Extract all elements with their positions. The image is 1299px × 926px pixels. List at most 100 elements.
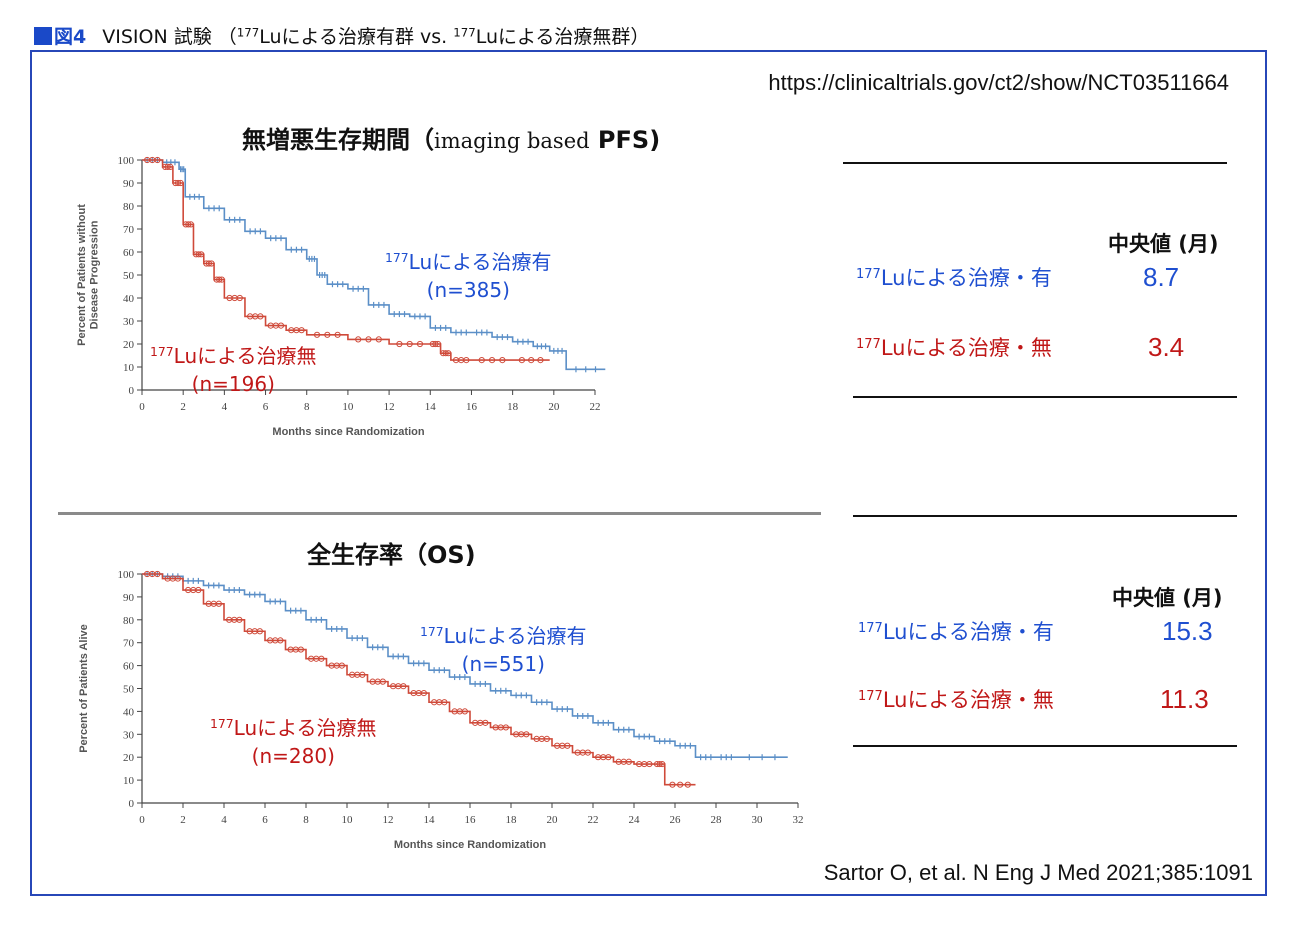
pfs-y-tick-label: 30: [123, 316, 135, 328]
pfs-censor-mark-untreated: [164, 163, 171, 170]
source-url[interactable]: https://clinicaltrials.gov/ct2/show/NCT0…: [768, 70, 1229, 95]
os-median-value-untreated: 11.3: [1160, 684, 1209, 714]
os-row2-text: Luによる治療・無: [882, 688, 1054, 712]
os-y-axis-title: Percent of Patients Alive: [78, 624, 90, 753]
os-row2-sup: 177: [858, 688, 883, 704]
os-median-value-treated: 15.3: [1162, 616, 1213, 646]
pfs-y-axis-title: Percent of Patients withoutDisease Progr…: [76, 204, 101, 346]
os-row1-text: Luによる治療・有: [882, 620, 1054, 644]
pfs-censor-mark-untreated: [257, 313, 264, 320]
pfs-censor-mark-untreated: [154, 156, 161, 164]
os-x-tick-label: 22: [588, 814, 599, 826]
os-median-row-treated: 177Luによる治療・有: [858, 616, 1054, 646]
os-censor-mark-untreated: [677, 781, 684, 788]
pfs-y-tick-label: 0: [129, 385, 135, 397]
pfs-y-tick-label: 40: [123, 293, 135, 305]
citation: Sartor O, et al. N Eng J Med 2021;385:10…: [823, 860, 1253, 885]
os-censor-mark-untreated: [669, 781, 676, 788]
os-censor-mark-untreated: [659, 760, 666, 768]
os-censor-mark-untreated: [174, 575, 181, 582]
pfs-x-tick-label: 8: [304, 401, 310, 413]
pfs-label-untreated-text: Luによる治療無: [173, 343, 317, 368]
os-label-untreated-sup: 177: [210, 716, 234, 731]
os-label-treated-text: Luによる治療有: [443, 623, 587, 648]
pfs-censor-mark-untreated: [518, 357, 526, 364]
title-mid-2: Luによる治療無群）: [475, 26, 650, 48]
pfs-censor-mark-untreated: [334, 331, 341, 338]
os-y-tick-label: 80: [123, 615, 135, 627]
pfs-x-tick-label: 22: [590, 401, 601, 413]
pfs-label-untreated: 177Luによる治療無 (n=196): [150, 338, 317, 398]
pfs-censor-mark-untreated: [236, 294, 243, 302]
os-x-tick-label: 2: [180, 814, 186, 826]
os-series-untreated-line: [142, 573, 696, 786]
os-censor-mark-untreated: [441, 699, 448, 706]
pfs-censor-mark-untreated: [499, 357, 506, 364]
os-censor-mark-untreated: [605, 754, 612, 761]
os-censor-mark-untreated: [543, 735, 550, 742]
panel-separator: [58, 512, 821, 515]
os-censor-mark-untreated: [461, 708, 468, 715]
pfs-censor-mark-untreated: [298, 327, 305, 334]
pfs-censor-mark-untreated: [198, 251, 205, 258]
pfs-series-treated-line: [142, 159, 606, 371]
pfs-median-header: 中央値 (月): [1108, 232, 1219, 256]
pfs-censor-mark-untreated: [463, 357, 470, 364]
os-title: 全生存率（OS): [307, 541, 476, 569]
pfs-censor-mark-untreated: [177, 179, 184, 187]
os-table-bottom-rule: [853, 745, 1237, 747]
pfs-row2-sup: 177: [856, 336, 881, 352]
pfs-y-tick-label: 60: [123, 247, 135, 259]
os-censor-mark-untreated: [236, 616, 243, 623]
pfs-censor-mark-untreated: [218, 276, 225, 283]
pfs-x-tick-label: 12: [384, 401, 395, 413]
pfs-censor-mark-untreated: [195, 251, 202, 258]
os-x-tick-label: 28: [711, 814, 723, 826]
os-y-tick-label: 40: [123, 706, 135, 718]
os-x-tick-label: 30: [752, 814, 764, 826]
figure-header: 図4 VISION 試験 （177Luによる治療有群 vs. 177Luによる治…: [34, 22, 649, 50]
pfs-censor-mark-untreated: [167, 163, 174, 170]
os-label-treated-sup: 177: [420, 624, 444, 639]
os-y-tick-label: 0: [129, 798, 135, 810]
pfs-table-bottom-rule: [853, 396, 1237, 398]
os-y-tick-label: 10: [123, 775, 135, 787]
os-label-treated-n: (n=551): [461, 651, 545, 676]
os-label-untreated-n: (n=280): [251, 743, 335, 768]
os-x-tick-label: 16: [465, 814, 477, 826]
pfs-censor-mark-untreated: [324, 331, 331, 338]
pfs-median-row-untreated: 177Luによる治療・無: [856, 332, 1052, 362]
blue-square-icon: [34, 27, 52, 45]
pfs-censor-mark-untreated: [216, 276, 223, 283]
pfs-y-tick-label: 90: [123, 178, 135, 190]
pfs-title-small: imaging based: [434, 129, 590, 153]
pfs-x-axis-title: Months since Randomization: [272, 426, 424, 438]
os-censor-mark-untreated: [625, 758, 632, 765]
pfs-censor-mark-untreated: [488, 357, 496, 364]
pfs-x-tick-label: 16: [466, 401, 478, 413]
os-x-tick-label: 8: [303, 814, 309, 826]
os-y-tick-label: 60: [123, 661, 135, 673]
os-x-tick-label: 26: [670, 814, 682, 826]
os-censor-mark-untreated: [195, 586, 202, 594]
os-x-tick-label: 24: [629, 814, 641, 826]
os-censor-mark-untreated: [564, 742, 571, 749]
os-label-untreated-text: Luによる治療無: [233, 715, 377, 740]
pfs-y-tick-label: 80: [123, 201, 135, 213]
pfs-censor-mark-untreated: [396, 340, 403, 348]
os-x-tick-label: 18: [506, 814, 518, 826]
title-sup-1: 177: [236, 25, 260, 40]
pfs-censor-mark-untreated: [277, 322, 285, 329]
os-x-tick-label: 32: [793, 814, 804, 826]
pfs-censor-mark-untreated: [174, 179, 182, 187]
title-mid-1: Luによる治療有群 vs.: [259, 26, 448, 48]
pfs-censor-mark-untreated: [208, 260, 215, 267]
pfs-row2-text: Luによる治療・無: [880, 336, 1052, 360]
os-y-tick-label: 100: [118, 569, 135, 581]
pfs-censor-mark-untreated: [442, 350, 449, 357]
pfs-censor-mark-untreated: [365, 336, 372, 343]
pfs-title-bold: 無増悪生存期間: [242, 126, 410, 154]
pfs-x-tick-label: 4: [222, 401, 228, 413]
pfs-y-tick-label: 70: [123, 224, 135, 236]
